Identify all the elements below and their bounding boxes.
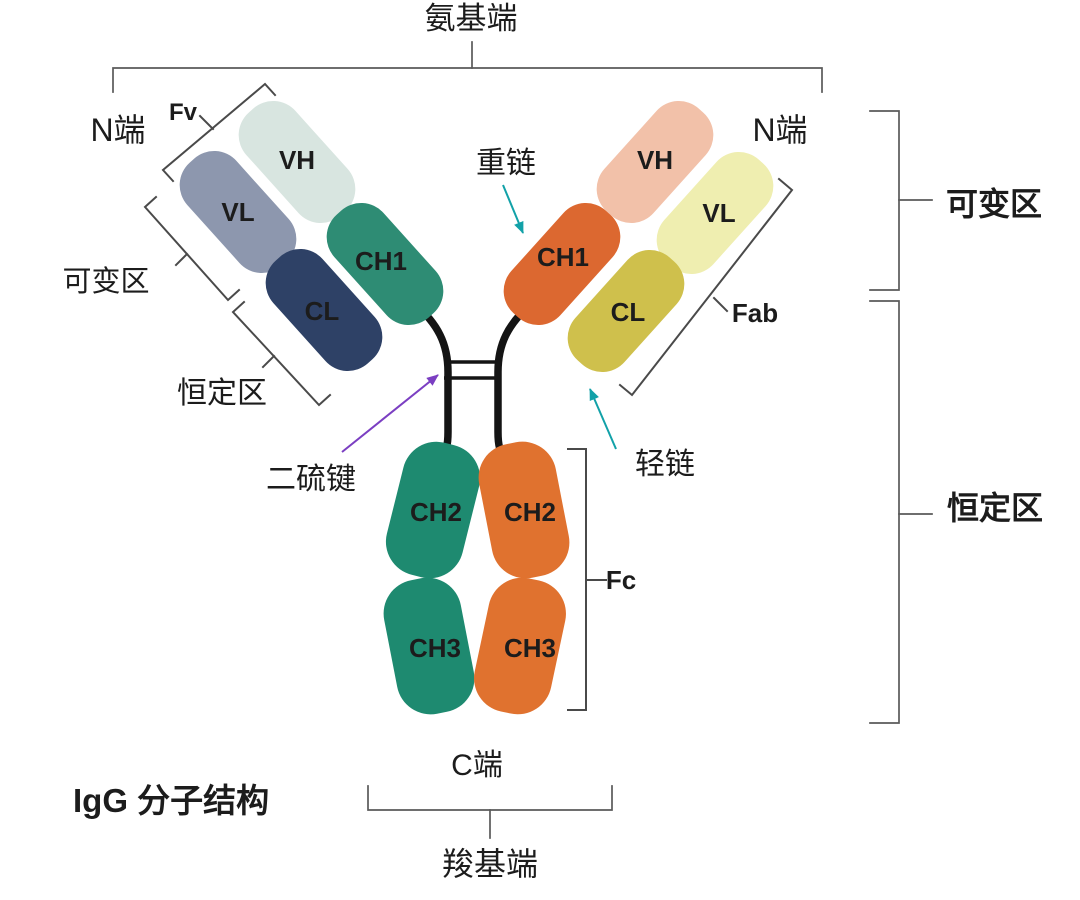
domain-ch3-right-label: CH3	[504, 633, 556, 663]
domain-vl-left: VL	[179, 151, 297, 273]
domain-ch2-right: CH2	[478, 441, 570, 579]
domain-vh-right-shape	[596, 101, 714, 223]
constant-region-left-tick	[261, 354, 276, 369]
figure-title: IgG 分子结构	[73, 782, 269, 819]
domain-ch2-left-label: CH2	[410, 497, 462, 527]
domain-vh-right: VH	[596, 101, 714, 223]
domain-ch1-left: CH1	[326, 203, 444, 325]
domain-vh-left-shape	[238, 101, 356, 223]
domain-vh-left-label: VH	[279, 145, 315, 175]
amino-terminus-bracket	[112, 67, 823, 93]
domain-vl-left-label: VL	[221, 197, 254, 227]
domain-ch1-left-shape	[326, 203, 444, 325]
carboxyl-terminus-label: 羧基端	[442, 846, 538, 882]
hinge-line-right	[494, 299, 536, 462]
constant-region-left-bracket	[231, 300, 332, 407]
constant-region-right-label: 恒定区	[947, 490, 1043, 526]
fv-label: Fv	[169, 99, 198, 126]
domain-cl-right: CL	[567, 250, 685, 372]
fab-label: Fab	[732, 298, 778, 328]
disulfide-bond-label: 二硫键	[266, 463, 356, 496]
light-chain-label: 轻链	[635, 448, 695, 481]
domain-ch3-left-label: CH3	[409, 633, 461, 663]
fab-bracket	[618, 177, 794, 397]
domain-vl-right-label: VL	[702, 198, 735, 228]
constant-region-right-bracket	[869, 300, 900, 724]
light-chain-arrow	[589, 388, 617, 450]
domain-ch2-left-shape	[385, 441, 481, 579]
domain-ch2-right-shape	[478, 441, 570, 579]
domain-ch3-left: CH3	[383, 577, 475, 715]
domain-ch2-left: CH2	[385, 441, 481, 579]
variable-region-right-bracket	[869, 110, 900, 291]
domain-ch3-right: CH3	[474, 577, 566, 715]
fc-bracket	[567, 448, 587, 711]
variable-region-left-tick	[174, 252, 189, 267]
domain-cl-left: CL	[265, 249, 383, 371]
domain-vh-left: VH	[238, 101, 356, 223]
fc-label: Fc	[606, 565, 636, 595]
variable-region-right-label: 可变区	[946, 186, 1042, 222]
domain-ch1-right-label: CH1	[537, 242, 589, 272]
n-terminus-left-label: N端	[90, 112, 145, 148]
disulfide-arrow	[341, 374, 439, 453]
domain-ch1-left-label: CH1	[355, 246, 407, 276]
domain-cl-left-shape	[265, 249, 383, 371]
domain-ch1-right: CH1	[503, 203, 621, 325]
domain-vl-right-shape	[656, 152, 774, 274]
domain-vh-right-label: VH	[637, 145, 673, 175]
fv-bracket	[161, 82, 277, 183]
domain-ch3-right-shape	[474, 577, 566, 715]
domain-ch3-left-shape	[383, 577, 475, 715]
domain-vl-left-shape	[179, 151, 297, 273]
domain-cl-right-label: CL	[611, 297, 646, 327]
amino-terminus-label: 氨基端	[425, 1, 518, 36]
domain-ch2-right-label: CH2	[504, 497, 556, 527]
fv-label-tick	[198, 114, 215, 131]
heavy-chain-arrow	[502, 184, 524, 234]
n-terminus-right-label: N端	[752, 112, 807, 148]
variable-region-left-label: 可变区	[62, 265, 149, 298]
fab-label-tick	[712, 296, 729, 313]
disulfide-bonds	[444, 360, 498, 380]
domain-cl-left-label: CL	[305, 296, 340, 326]
carboxyl-terminus-bracket	[367, 785, 613, 811]
domain-ch1-right-shape	[503, 203, 621, 325]
heavy-chain-label: 重链	[476, 147, 536, 180]
c-terminus-label: C端	[451, 749, 503, 782]
domain-vl-right: VL	[656, 152, 774, 274]
constant-region-left-label: 恒定区	[177, 377, 267, 410]
domain-cl-right-shape	[567, 250, 685, 372]
